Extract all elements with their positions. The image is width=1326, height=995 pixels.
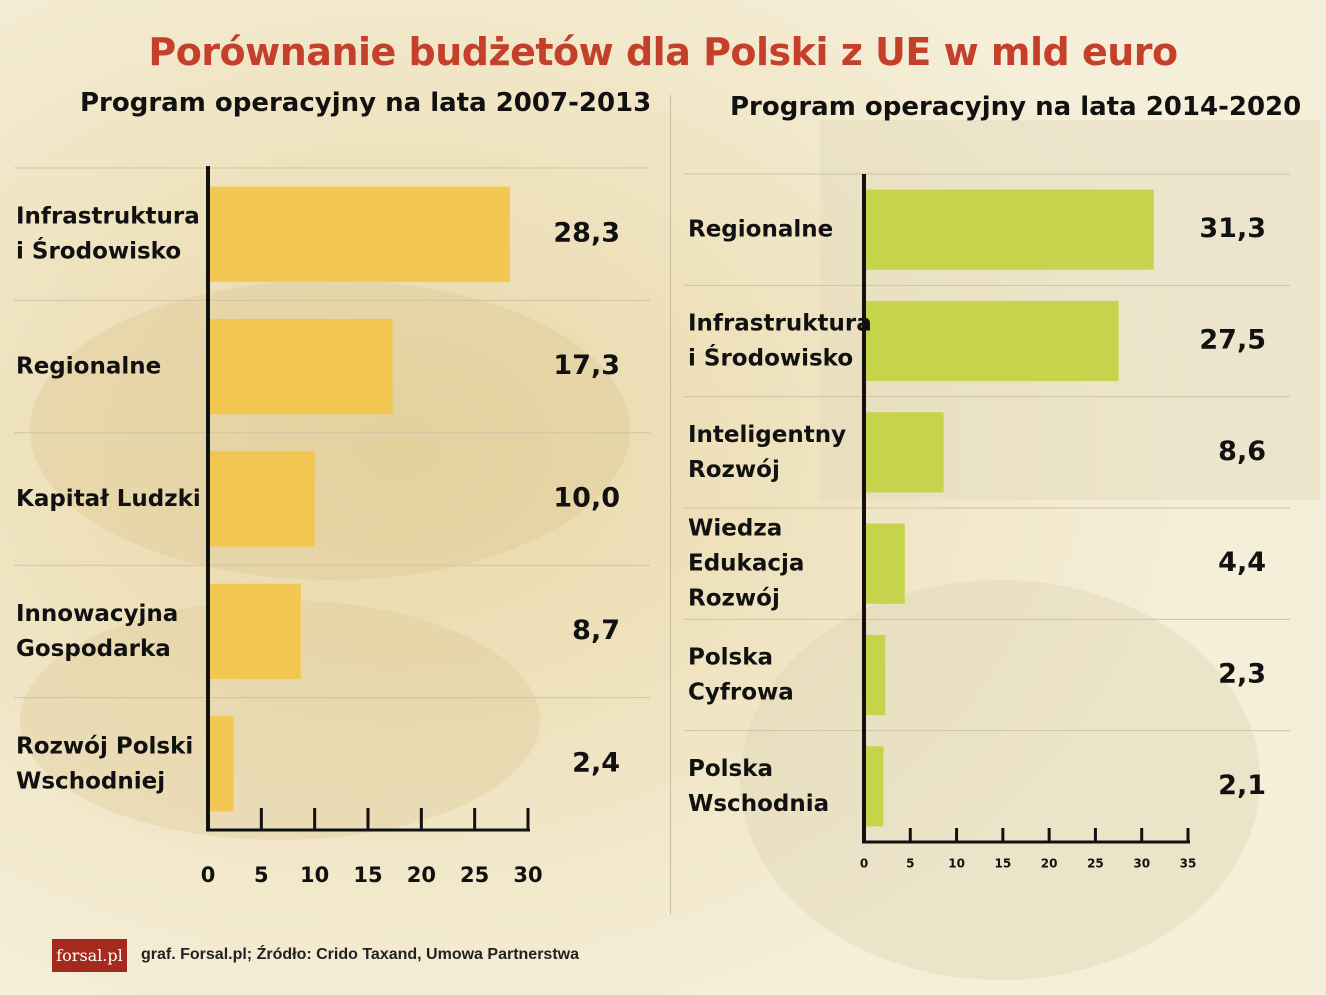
x-tick-label: 0 xyxy=(201,863,216,887)
category-label: Polska Wschodnia xyxy=(688,755,829,816)
x-tick-label: 35 xyxy=(1180,857,1197,871)
value-label: 8,6 xyxy=(1218,436,1266,467)
value-label: 8,7 xyxy=(572,615,620,646)
category-label: Rozwój Polski Wschodniej xyxy=(16,733,193,794)
bar xyxy=(864,523,905,604)
value-label: 31,3 xyxy=(1199,213,1266,244)
bar xyxy=(208,583,301,680)
x-tick-label: 15 xyxy=(353,863,382,887)
category-label: Kapitał Ludzki xyxy=(16,486,201,512)
value-label: 10,0 xyxy=(553,483,620,514)
forsal-logo[interactable]: forsal.pl xyxy=(52,938,127,972)
page-title: Porównanie budżetów dla Polski z UE w ml… xyxy=(148,30,1178,74)
category-label: Wiedza Edukacja Rozwój xyxy=(688,515,804,611)
footer: forsal.pl graf. Forsal.pl; Źródło: Crido… xyxy=(52,938,579,972)
bar xyxy=(864,634,886,716)
x-tick-label: 30 xyxy=(1133,857,1150,871)
value-label: 28,3 xyxy=(553,218,620,249)
x-tick-label: 25 xyxy=(460,863,489,887)
chart-left-title: Program operacyjny na lata 2007-2013 xyxy=(80,88,652,118)
category-label: Innowacyjna Gospodarka xyxy=(16,600,178,661)
value-label: 4,4 xyxy=(1218,547,1266,578)
source-note: graf. Forsal.pl; Źródło: Crido Taxand, U… xyxy=(141,946,579,963)
x-tick-label: 5 xyxy=(906,857,914,871)
x-tick-label: 5 xyxy=(254,863,269,887)
category-label: Infrastruktura i Środowisko xyxy=(16,203,200,264)
bar xyxy=(864,412,944,493)
value-label: 2,3 xyxy=(1218,659,1266,690)
value-label: 2,4 xyxy=(572,747,620,778)
x-tick-label: 10 xyxy=(948,857,965,871)
bar xyxy=(864,746,884,827)
category-label: Regionalne xyxy=(688,216,833,242)
bar xyxy=(208,716,234,812)
coin-shape xyxy=(20,600,540,840)
value-label: 2,1 xyxy=(1218,770,1266,801)
value-label: 27,5 xyxy=(1199,325,1266,356)
value-label: 17,3 xyxy=(553,350,620,381)
x-tick-label: 25 xyxy=(1087,857,1104,871)
x-tick-label: 20 xyxy=(407,863,436,887)
bar xyxy=(864,189,1154,270)
chart-2007-2013: Infrastruktura i Środowisko 28,3 Regionalne… xyxy=(14,166,650,887)
bar xyxy=(208,451,315,547)
bar xyxy=(208,186,510,282)
x-tick-label: 30 xyxy=(513,863,542,887)
panel-divider xyxy=(670,95,671,915)
category-label: Regionalne xyxy=(16,353,161,379)
x-tick-label: 20 xyxy=(1041,857,1058,871)
bar xyxy=(208,318,393,415)
x-tick-label: 15 xyxy=(995,857,1012,871)
chart-2014-2020: Regionalne 31,3 Infrastruktura i Środowisko… xyxy=(684,173,1290,871)
coin-shape xyxy=(30,280,630,580)
x-tick-label: 10 xyxy=(300,863,329,887)
x-tick-label: 0 xyxy=(860,857,868,871)
chart-right-title: Program operacyjny na lata 2014-2020 xyxy=(730,92,1302,122)
category-label: Infrastruktura i Środowisko xyxy=(688,310,872,371)
category-label: Inteligentny Rozwój xyxy=(688,421,846,482)
bar xyxy=(864,300,1119,382)
category-label: Polska Cyfrowa xyxy=(688,644,794,705)
